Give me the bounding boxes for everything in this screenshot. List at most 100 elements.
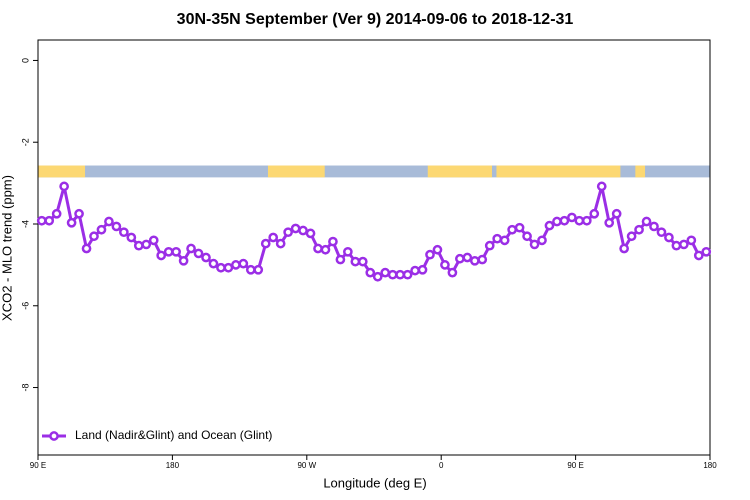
legend-marker: [49, 431, 59, 441]
data-point: [59, 181, 69, 192]
data-point: [89, 231, 99, 242]
y-tick-label: -8: [20, 384, 30, 392]
legend-label: Land (Nadir&Glint) and Ocean (Glint): [75, 428, 272, 442]
y-tick-label: 0: [20, 58, 30, 63]
data-point: [656, 227, 667, 238]
series-line: [41, 185, 707, 279]
data-point: [567, 212, 577, 223]
data-point: [679, 239, 689, 250]
x-tick-label: 0: [439, 461, 444, 470]
data-point: [268, 232, 279, 243]
data-point: [544, 220, 555, 231]
data-point: [395, 269, 405, 280]
data-point: [425, 249, 435, 260]
data-point: [253, 264, 264, 275]
land-segment: [38, 165, 86, 178]
data-point: [328, 236, 338, 247]
data-point: [104, 216, 114, 227]
data-point: [507, 224, 517, 235]
data-point: [111, 221, 122, 232]
data-point: [611, 208, 622, 219]
data-point: [305, 228, 316, 239]
data-point: [216, 262, 226, 273]
data-point: [596, 181, 607, 192]
data-point: [66, 217, 77, 228]
data-point: [260, 238, 271, 249]
data-point: [634, 224, 644, 235]
land-segment: [635, 165, 646, 178]
data-point: [156, 250, 167, 261]
y-tick-label: -4: [20, 220, 30, 228]
data-point: [372, 271, 383, 282]
x-tick-label: 90 W: [297, 461, 316, 470]
data-point: [36, 215, 47, 226]
data-point: [626, 231, 637, 242]
data-point: [313, 243, 323, 254]
data-point: [148, 235, 159, 246]
data-point: [529, 239, 540, 250]
data-point: [238, 258, 249, 269]
data-point: [649, 221, 659, 232]
data-point: [469, 255, 480, 266]
data-point: [96, 224, 107, 235]
data-point: [455, 253, 465, 264]
data-point: [477, 254, 488, 265]
chart-title: 30N-35N September (Ver 9) 2014-09-06 to …: [177, 11, 574, 28]
data-point: [522, 231, 532, 242]
data-point: [283, 227, 293, 238]
data-point: [357, 256, 368, 267]
data-point: [81, 243, 92, 254]
land-segment: [427, 165, 492, 178]
land-segment: [496, 165, 621, 178]
data-point: [186, 243, 196, 254]
data-point: [432, 244, 443, 255]
y-axis-label: XCO2 - MLO trend (ppm): [0, 175, 14, 321]
y-tick-label: -6: [20, 302, 30, 310]
data-point: [671, 240, 682, 251]
data-point: [619, 243, 629, 254]
x-tick-label: 90 E: [30, 461, 46, 470]
data-point: [201, 252, 211, 263]
data-point: [141, 239, 152, 250]
data-point: [581, 215, 592, 226]
x-tick-label: 180: [166, 461, 180, 470]
data-point: [664, 232, 674, 243]
data-point: [440, 260, 450, 270]
data-point: [290, 223, 301, 234]
data-point: [552, 216, 562, 227]
data-point: [163, 246, 174, 257]
data-point: [51, 208, 62, 219]
data-point: [298, 225, 308, 236]
ocean-band: [38, 165, 710, 178]
data-point: [410, 265, 420, 276]
x-axis-label: Longitude (deg E): [323, 475, 426, 490]
plot-frame: [37, 39, 711, 456]
data-point: [447, 267, 458, 278]
data-point: [365, 267, 376, 278]
data-point: [589, 208, 600, 219]
data-point: [343, 246, 353, 257]
data-point: [275, 238, 286, 249]
data-point: [231, 260, 241, 270]
data-point: [320, 244, 331, 255]
data-point: [574, 215, 585, 226]
data-point: [208, 258, 219, 269]
data-point: [514, 222, 525, 233]
land-segment: [267, 165, 325, 178]
data-point: [693, 250, 704, 261]
data-point: [193, 248, 204, 259]
data-point: [499, 235, 510, 246]
data-point: [604, 217, 615, 228]
data-point: [387, 269, 398, 280]
data-point: [402, 269, 413, 280]
data-point: [701, 246, 712, 257]
x-tick-label: 180: [703, 461, 717, 470]
data-point: [559, 215, 570, 226]
data-point: [74, 208, 84, 219]
data-point: [641, 216, 652, 227]
data-point: [44, 215, 55, 226]
data-point: [223, 262, 234, 273]
data-point: [380, 267, 391, 278]
data-point: [133, 240, 144, 251]
